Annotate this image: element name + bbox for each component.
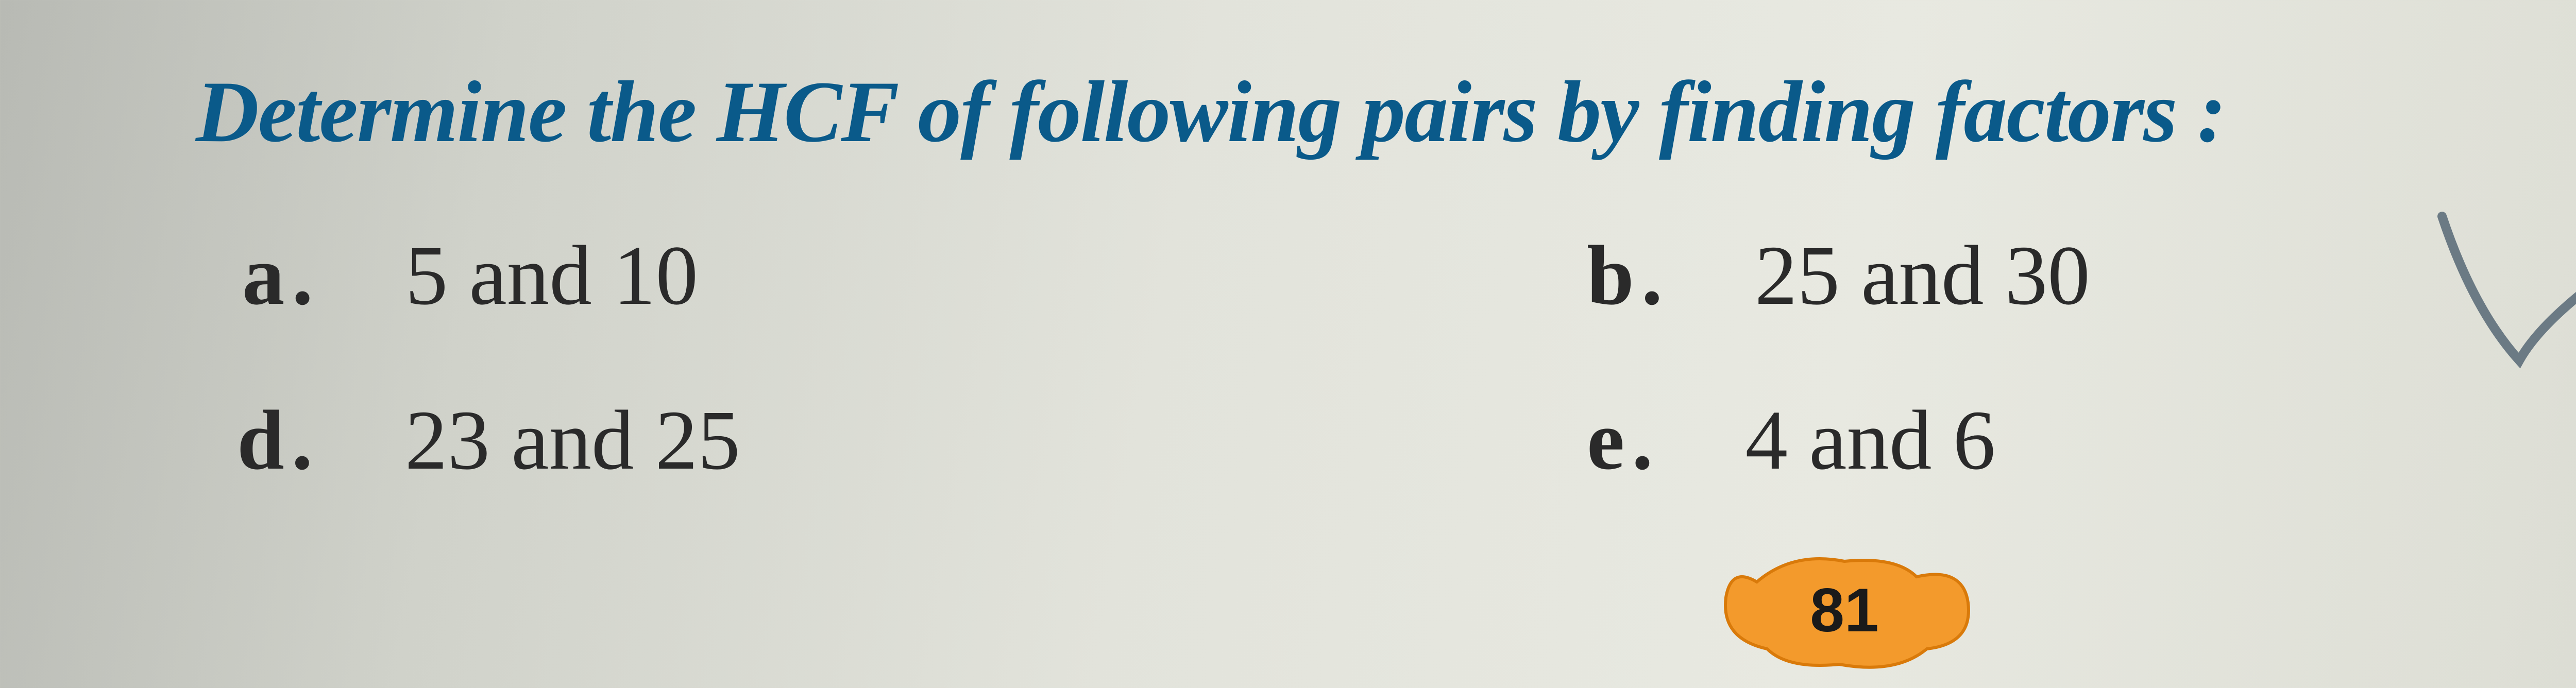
option-text: 5 and 10	[405, 228, 698, 322]
option-e: e. 4 and 6	[1587, 391, 1995, 489]
page-number: 81	[1810, 575, 1878, 646]
worksheet-page: Determine the HCF of following pairs by …	[0, 0, 2576, 688]
option-marker: a.	[242, 228, 320, 322]
option-text: 23 and 25	[405, 393, 740, 487]
option-text: 25 and 30	[1755, 228, 2090, 322]
option-marker: e.	[1587, 393, 1660, 487]
option-marker: d.	[237, 393, 320, 487]
option-b: b. 25 and 30	[1587, 227, 2090, 324]
page-number-badge: 81	[1710, 546, 1978, 680]
option-text: 4 and 6	[1745, 393, 1996, 487]
option-d: d. 23 and 25	[237, 391, 740, 489]
option-marker: b.	[1587, 228, 1670, 322]
option-a: a. 5 and 10	[242, 227, 698, 324]
pencil-checkmark-icon	[2411, 196, 2576, 381]
question-heading: Determine the HCF of following pairs by …	[196, 62, 2225, 162]
